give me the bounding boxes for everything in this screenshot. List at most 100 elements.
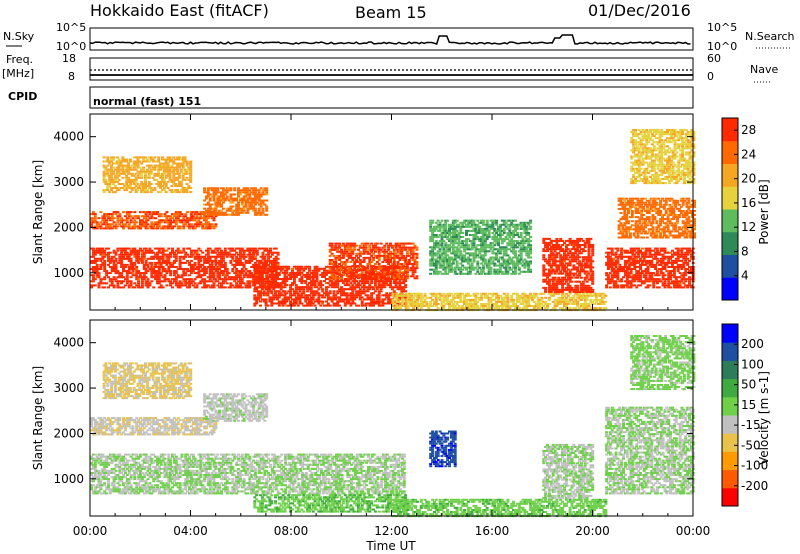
- power-region: [203, 187, 269, 216]
- freq-panel: Freq. [MHz] 18 8 60 0 Nave: [2, 52, 778, 83]
- power-region: [90, 211, 218, 230]
- velocity-y-ticks: 1000 2000 3000 4000: [53, 336, 693, 486]
- power-region: [90, 247, 280, 289]
- velocity-data: [90, 335, 696, 518]
- power-colorbar-segment: [722, 140, 738, 164]
- power-y-ticks: 1000 2000 3000 4000: [53, 130, 693, 280]
- velocity-region: [630, 335, 696, 391]
- power-data: [90, 129, 696, 312]
- noise-panel: N.Sky 10^5 10^0 10^5 10^0 N.Search: [3, 21, 795, 53]
- power-colorbar-segment: [722, 254, 738, 278]
- velocity-ylabel: Slant Range [km]: [31, 366, 45, 470]
- freq-tick-bottom: 8: [68, 70, 75, 83]
- velocity-region: [203, 393, 269, 422]
- velocity-ytick-label: 3000: [53, 381, 84, 395]
- power-colorbar-tick: 28: [741, 123, 756, 137]
- freq-label: Freq.: [6, 53, 33, 66]
- power-colorbar-tick: 12: [741, 220, 756, 234]
- velocity-colorbar-segment: [722, 433, 738, 452]
- power-colorbar-tick: 24: [741, 147, 756, 161]
- velocity-region: [391, 498, 608, 518]
- power-ytick-label: 1000: [53, 266, 84, 280]
- velocity-colorbar-segment: [722, 451, 738, 471]
- noise-tick-top-left: 10^5: [56, 21, 86, 34]
- x-tick-label: 00:00: [676, 524, 711, 538]
- power-ytick-label: 3000: [53, 175, 84, 189]
- nave-tick-top: 60: [707, 52, 721, 65]
- velocity-region: [542, 443, 595, 499]
- date-label: 01/Dec/2016: [588, 1, 691, 20]
- power-colorbar-tick: 8: [741, 244, 749, 258]
- velocity-region: [253, 494, 408, 513]
- velocity-colorbar: 200 100 50 15 -15 -50 -100 -200: [721, 323, 768, 507]
- x-tick-label: 16:00: [475, 524, 510, 538]
- velocity-colorbar-tick: -200: [741, 479, 768, 493]
- power-colorbar: 4 8 12 16 20 24 28: [721, 117, 756, 301]
- nave-label: Nave: [750, 63, 778, 76]
- x-tick-label: 12:00: [374, 524, 409, 538]
- power-region: [328, 242, 419, 280]
- x-tick-label: 00:00: [73, 524, 108, 538]
- velocity-ytick-label: 1000: [53, 472, 84, 486]
- power-colorbar-tick: 20: [741, 172, 756, 186]
- velocity-region: [429, 430, 457, 468]
- power-panel: 1000 2000 3000 4000 Slant Range [km] 4 8 12 16…: [31, 113, 771, 312]
- velocity-colorbar-tick: -50: [741, 438, 761, 452]
- power-region: [617, 197, 696, 239]
- velocity-colorbar-tick: 50: [741, 378, 756, 392]
- x-axis-label: Time UT: [365, 539, 416, 553]
- power-colorbar-segment: [722, 118, 738, 142]
- power-region: [102, 156, 193, 194]
- velocity-colorbar-tick: 100: [741, 357, 764, 371]
- noise-search-label: N.Search: [745, 30, 795, 43]
- velocity-colorbar-segment: [722, 342, 738, 361]
- power-ytick-label: 2000: [53, 220, 84, 234]
- x-tick-label: 04:00: [173, 524, 208, 538]
- velocity-colorbar-label: Velocity [m s-1]: [757, 371, 771, 465]
- power-region: [542, 237, 595, 293]
- power-colorbar-label: Power [dB]: [757, 179, 771, 244]
- noise-tick-bottom-right: 10^0: [707, 40, 737, 53]
- station-title: Hokkaido East (fitACF): [90, 1, 269, 20]
- velocity-region: [102, 362, 193, 400]
- cpid-panel: CPID normal (fast) 151: [8, 86, 694, 109]
- velocity-colorbar-segment: [722, 360, 738, 380]
- power-colorbar-segment: [722, 186, 738, 210]
- noise-tick-bottom-left: 10^0: [56, 40, 86, 53]
- cpid-label: CPID: [8, 90, 37, 103]
- velocity-colorbar-tick: 200: [741, 337, 764, 351]
- velocity-region: [605, 406, 695, 495]
- noise-sky-label: N.Sky: [3, 30, 35, 43]
- velocity-colorbar-tick: 15: [741, 398, 756, 412]
- velocity-colorbar-segment: [722, 396, 738, 416]
- velocity-colorbar-tick: -15: [741, 418, 761, 432]
- beam-label: Beam 15: [355, 3, 427, 22]
- power-colorbar-tick: 4: [741, 269, 749, 283]
- nave-tick-bottom: 0: [707, 70, 714, 83]
- velocity-panel: 1000 2000 3000 4000 Slant Range [km] 200 100…: [31, 319, 771, 518]
- x-axis-ticks: 00:00 04:00 08:00 12:00 16:00 20:00 00:00: [73, 114, 711, 538]
- noise-tick-top-right: 10^5: [707, 21, 737, 34]
- velocity-region: [90, 453, 406, 495]
- power-colorbar-segment: [722, 231, 738, 255]
- power-region: [605, 247, 695, 289]
- freq-tick-top: 18: [62, 52, 76, 65]
- power-colorbar-segment: [722, 163, 738, 187]
- velocity-colorbar-segment: [722, 469, 738, 489]
- power-ytick-label: 4000: [53, 130, 84, 144]
- noise-sky-line: [89, 34, 691, 45]
- velocity-colorbar-segment: [722, 415, 738, 434]
- power-colorbar-tick: 16: [741, 196, 756, 210]
- power-colorbar-segment: [722, 277, 738, 301]
- power-ylabel: Slant Range [km]: [31, 160, 45, 264]
- cpid-text: normal (fast) 151: [93, 95, 201, 108]
- velocity-colorbar-segment: [722, 487, 738, 507]
- velocity-colorbar-segment: [722, 378, 738, 398]
- power-region: [429, 219, 533, 275]
- velocity-colorbar-tick: -100: [741, 459, 768, 473]
- x-tick-label: 08:00: [274, 524, 309, 538]
- velocity-ytick-label: 2000: [53, 426, 84, 440]
- x-tick-label: 20:00: [575, 524, 610, 538]
- power-region: [391, 292, 608, 312]
